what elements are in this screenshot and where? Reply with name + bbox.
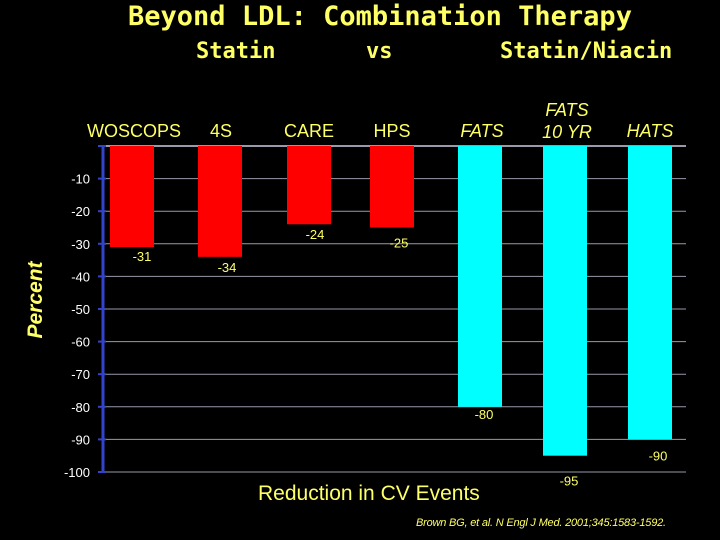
value-label: -31 — [133, 249, 152, 264]
value-label: -34 — [218, 260, 237, 275]
category-label: HPS — [373, 121, 410, 141]
y-tick-label: -100 — [64, 465, 90, 480]
y-tick-label: -20 — [71, 204, 90, 219]
y-tick-label: -90 — [71, 432, 90, 447]
bar-fats — [458, 146, 502, 407]
y-tick-label: -70 — [71, 367, 90, 382]
chart-title: Beyond LDL: Combination Therapy — [128, 1, 632, 32]
category-label: FATS — [460, 121, 503, 141]
value-label: -24 — [306, 227, 325, 242]
value-label: -95 — [560, 474, 579, 489]
bar-hats — [628, 146, 672, 440]
group-label-statin-niacin: Statin/Niacin — [500, 39, 673, 64]
category-label: CARE — [284, 121, 334, 141]
value-label: -80 — [475, 407, 494, 422]
y-axis-label: Percent — [24, 260, 47, 338]
citation: Brown BG, et al. N Engl J Med. 2001;345:… — [416, 517, 666, 529]
y-tick-label: -10 — [71, 172, 90, 187]
y-tick-label: -50 — [71, 302, 90, 317]
group-label-statin: Statin — [196, 39, 276, 64]
x-axis-caption: Reduction in CV Events — [258, 482, 480, 505]
category-label: 4S — [210, 121, 232, 141]
bar-fats-10-yr — [543, 146, 587, 456]
value-label: -25 — [390, 236, 409, 251]
y-tick-label: -40 — [71, 269, 90, 284]
y-tick-label: -30 — [71, 237, 90, 252]
category-label: 10 YR — [542, 122, 592, 142]
y-tick-label: -60 — [71, 335, 90, 350]
category-label: HATS — [627, 121, 674, 141]
bar-care — [287, 146, 331, 225]
bar-4s — [198, 146, 242, 257]
group-label-vs: vs — [366, 39, 393, 64]
category-label: FATS — [545, 100, 588, 120]
y-tick-label: -80 — [71, 400, 90, 415]
bar-woscops — [110, 146, 154, 248]
bar-hps — [370, 146, 414, 228]
value-label: -90 — [649, 448, 668, 463]
category-label: WOSCOPS — [87, 121, 181, 141]
